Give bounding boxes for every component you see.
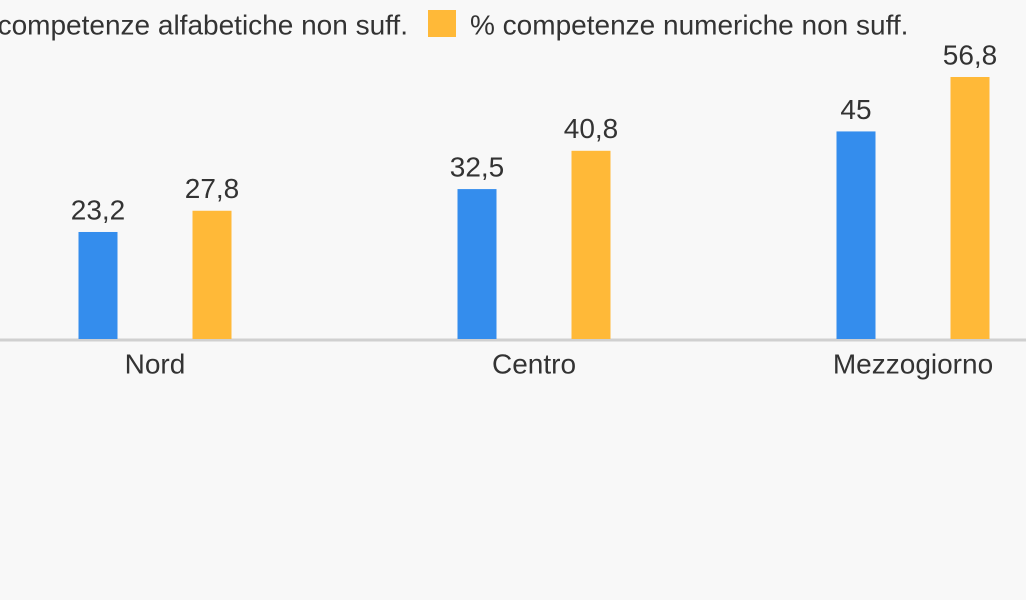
bar [571, 150, 611, 339]
legend-label: % competenze numeriche non suff. [470, 9, 908, 40]
x-tick-label: Centro [492, 348, 576, 379]
bar [836, 131, 876, 339]
data-label: 27,8 [185, 173, 240, 204]
bar [78, 231, 118, 339]
x-tick-label: Nord [125, 348, 186, 379]
data-label: 56,8 [943, 39, 998, 70]
legend-label: competenze alfabetiche non suff. [0, 9, 408, 40]
data-label: 40,8 [564, 113, 619, 144]
data-label: 45 [840, 94, 871, 125]
data-label: 32,5 [450, 151, 505, 182]
x-tick-label: Mezzogiorno [833, 348, 993, 379]
bar [457, 189, 497, 339]
data-label: 23,2 [71, 194, 126, 225]
bar [192, 210, 232, 339]
legend-swatch [428, 10, 456, 37]
bar [950, 77, 990, 339]
